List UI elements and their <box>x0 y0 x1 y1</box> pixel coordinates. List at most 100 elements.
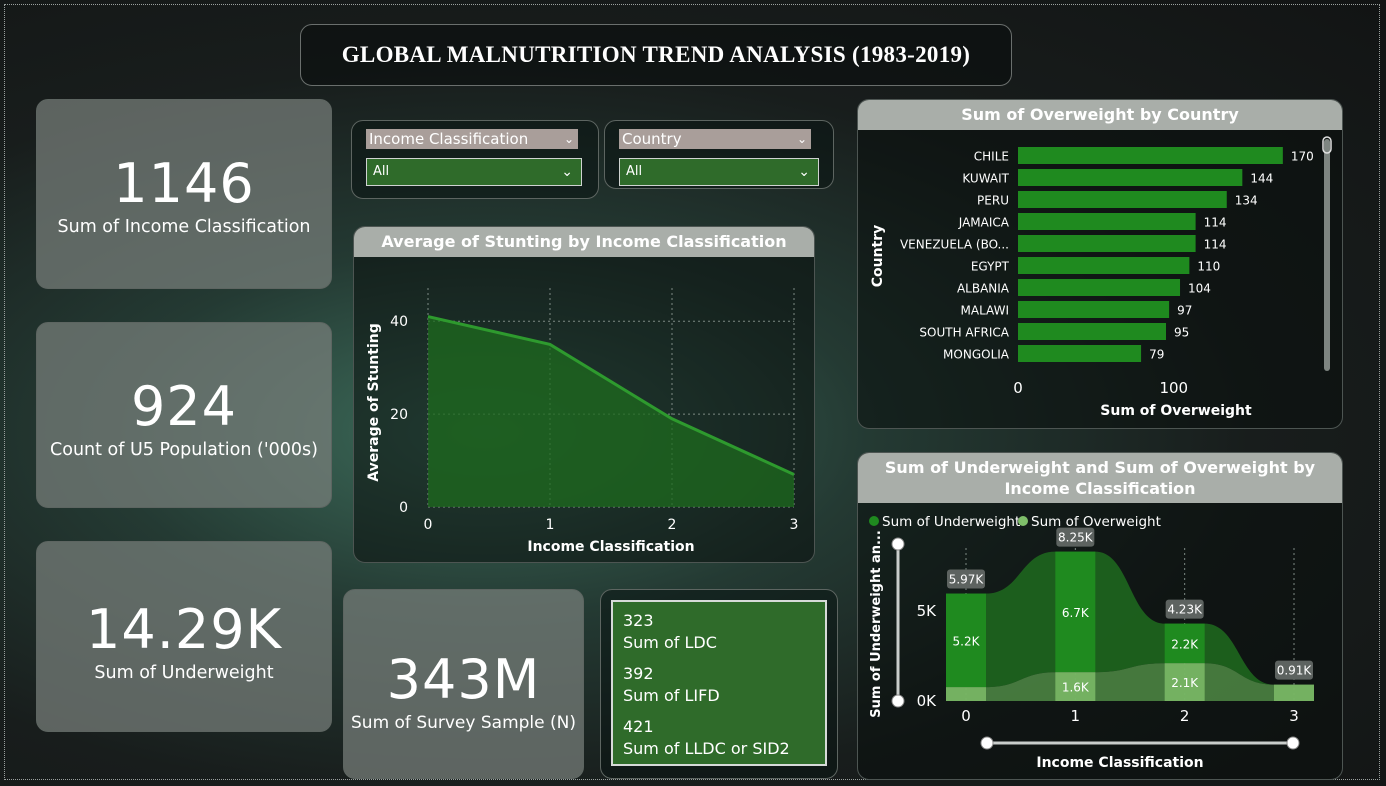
stunting-area <box>428 316 794 507</box>
total-label-bg <box>947 569 985 589</box>
overweight-by-country-panel[interactable]: Sum of Overweight by Country CHILE 170 KUW… <box>857 99 1343 429</box>
country-label: CHILE <box>974 150 1009 164</box>
country-label: MONGOLIA <box>943 348 1010 362</box>
bar-value-label: 95 <box>1174 326 1189 340</box>
overweight-segment <box>946 687 986 701</box>
country-label: JAMAICA <box>958 216 1010 230</box>
underweight-value-label: 6.7K <box>1062 606 1090 620</box>
overweight-bar <box>1018 235 1196 252</box>
card-underweight[interactable]: 14.29K Sum of Underweight <box>36 541 332 732</box>
bar-value-label: 79 <box>1149 348 1164 362</box>
bar-value-label: 110 <box>1197 260 1220 274</box>
dropdown-value: All <box>626 164 643 179</box>
slicer-header-label: Country <box>622 130 682 148</box>
chart-title: Sum of Overweight by Country <box>858 100 1342 130</box>
overweight-value-label: 1.6K <box>1062 681 1090 695</box>
multirow-value: 421 <box>623 717 654 736</box>
x-tick-label: 2 <box>668 517 677 533</box>
title-box: GLOBAL MALNUTRITION TREND ANALYSIS (1983… <box>300 24 1012 86</box>
chevron-down-icon[interactable]: ⌄ <box>798 164 810 180</box>
y-tick-label: 40 <box>390 314 408 330</box>
country-label: MALAWI <box>961 304 1009 318</box>
card-label: Sum of Underweight <box>94 663 274 683</box>
country-label: ALBANIA <box>957 282 1010 296</box>
under-over-weight-panel[interactable]: Sum of Underweight and Sum of Overweight… <box>857 452 1343 780</box>
bar-value-label: 144 <box>1250 172 1273 186</box>
x-axis-title: Income Classification <box>1036 755 1203 771</box>
slicer-header-label: Income Classification <box>369 130 529 148</box>
underweight-segment <box>946 593 986 688</box>
x-tick-label: 1 <box>546 517 555 533</box>
overweight-bar <box>1018 301 1170 318</box>
country-dropdown[interactable]: All ⌄ <box>619 158 819 186</box>
x-tick-label: 2 <box>1180 707 1190 725</box>
total-value-label: 8.25K <box>1058 531 1094 545</box>
x-tick-label: 0 <box>424 517 433 533</box>
underweight-area <box>946 551 1314 688</box>
slider-handle-icon <box>891 537 905 551</box>
overweight-bar <box>1018 323 1166 340</box>
card-survey-sample[interactable]: 343M Sum of Survey Sample (N) <box>343 589 584 779</box>
chart-title: Average of Stunting by Income Classifica… <box>354 227 814 257</box>
overweight-value-label: 2.1K <box>1171 676 1199 690</box>
overweight-bar-chart: CHILE 170 KUWAIT 144 PERU 134 JAMAICA 114 VENEZU… <box>870 136 1332 419</box>
x-tick-label: 0 <box>1013 379 1023 397</box>
total-label-bg <box>1056 527 1095 547</box>
dropdown-value: All <box>373 164 390 179</box>
page-title: GLOBAL MALNUTRITION TREND ANALYSIS (1983… <box>341 42 971 67</box>
x-tick-label: 100 <box>1159 379 1188 397</box>
overweight-bar <box>1018 147 1283 164</box>
stunting-chart-panel[interactable]: Average of Stunting by Income Classifica… <box>353 226 815 563</box>
x-axis-title: Sum of Overweight <box>1100 403 1252 419</box>
under-over-weight-chart: Sum of Underweight Sum of Overweight 0 1 2 3 0… <box>869 514 1314 771</box>
card-value: 14.29K <box>85 598 282 661</box>
overweight-bar <box>1018 345 1142 362</box>
underweight-segment <box>1164 623 1205 664</box>
card-value: 1146 <box>113 152 255 215</box>
multirow-value: 323 <box>623 611 654 630</box>
y-tick-label: 0 <box>399 500 408 516</box>
y-tick-label: 20 <box>390 407 408 423</box>
stunting-chart: 0 1 2 3 0 20 40 Income Classification Average of… <box>366 288 799 555</box>
chevron-down-icon[interactable]: ⌄ <box>796 132 807 146</box>
chart-title: Sum of Underweight and Sum of Overweight… <box>858 453 1342 503</box>
scrollbar-thumb <box>1322 136 1332 154</box>
legend-marker-underweight <box>869 516 879 526</box>
underweight-value-label: 2.2K <box>1171 637 1199 651</box>
overweight-bar <box>1018 191 1227 208</box>
slicer-income-classification[interactable]: Income Classification ⌄ All ⌄ <box>351 120 599 199</box>
total-value-label: 5.97K <box>949 573 985 587</box>
income-classification-dropdown[interactable]: All ⌄ <box>366 158 582 186</box>
slicer-country[interactable]: Country ⌄ All ⌄ <box>604 120 834 189</box>
total-label-bg <box>1165 599 1204 619</box>
y-axis-title: Country <box>870 225 886 288</box>
scrollbar <box>1324 139 1330 371</box>
country-label: PERU <box>977 194 1009 208</box>
x-tick-label: 1 <box>1071 707 1081 725</box>
card-label: Sum of Income Classification <box>57 217 311 237</box>
overweight-segment <box>1274 684 1314 701</box>
x-tick-label: 3 <box>790 517 799 533</box>
slicer-header: Income Classification ⌄ <box>366 129 578 149</box>
country-label: EGYPT <box>971 260 1010 274</box>
legend-marker-overweight <box>1018 516 1028 526</box>
multirow-label: Sum of LLDC or SID2 <box>623 739 790 758</box>
dashboard-frame <box>4 4 1380 780</box>
total-value-label: 4.23K <box>1167 603 1203 617</box>
multirow-card[interactable]: 323 Sum of LDC 392 Sum of LIFD 421 Sum o… <box>611 600 827 766</box>
slicer-header: Country ⌄ <box>619 129 811 149</box>
bar-value-label: 170 <box>1291 150 1314 164</box>
overweight-bar <box>1018 257 1190 274</box>
multirow-value: 392 <box>623 664 654 683</box>
slider-handle-icon <box>891 694 905 708</box>
bar-value-label: 114 <box>1204 238 1227 252</box>
card-u5-population[interactable]: 924 Count of U5 Population ('000s) <box>36 322 332 508</box>
chevron-down-icon[interactable]: ⌄ <box>563 132 574 146</box>
chevron-down-icon[interactable]: ⌄ <box>561 164 573 180</box>
y-axis-title: Sum of Underweight an... <box>869 530 884 718</box>
card-value: 343M <box>386 648 541 711</box>
card-income-classification[interactable]: 1146 Sum of Income Classification <box>36 99 332 289</box>
total-value-label: 0.91K <box>1277 664 1313 678</box>
card-value: 924 <box>130 375 238 438</box>
overweight-bar <box>1018 213 1196 230</box>
